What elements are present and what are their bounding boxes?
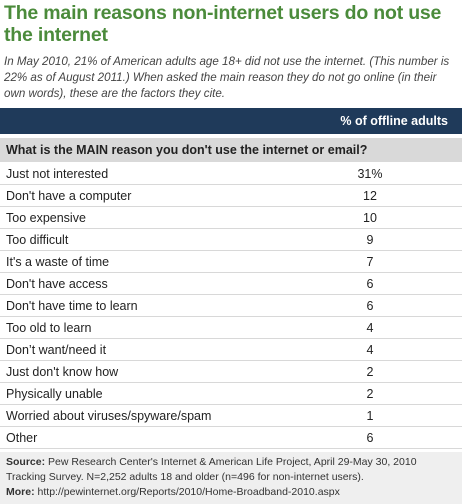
- row-label: Don't have access: [6, 277, 108, 291]
- row-value: 31%: [357, 167, 383, 181]
- more: More: http://pewinternet.org/Reports/201…: [6, 485, 456, 500]
- row-label: Physically unable: [6, 387, 103, 401]
- row-label: Other: [6, 431, 38, 445]
- question-row: What is the MAIN reason you don't use th…: [0, 138, 462, 162]
- row-value: 2: [366, 387, 374, 401]
- footer: Source: Pew Research Center's Internet &…: [0, 452, 462, 504]
- column-header: % of offline adults: [0, 108, 462, 134]
- table-row: Physically unable 2: [0, 383, 462, 405]
- table-row: Don't have a computer 12: [0, 185, 462, 207]
- table-row: It's a waste of time 7: [0, 251, 462, 273]
- row-label: Just don't know how: [6, 365, 119, 379]
- table-row: Don't have access 6: [0, 273, 462, 295]
- title: The main reasons non-internet users do n…: [4, 2, 442, 46]
- table-row: Don't have time to learn 6: [0, 295, 462, 317]
- row-value: 4: [366, 321, 374, 335]
- table-row: Worried about viruses/spyware/spam 1: [0, 405, 462, 427]
- table-row: Other 6: [0, 427, 462, 449]
- row-value: 4: [366, 343, 374, 357]
- row-value: 6: [366, 431, 374, 445]
- row-value: 6: [366, 299, 374, 313]
- table-body: Just not interested 31% Don't have a compu…: [0, 163, 462, 449]
- row-label: Too expensive: [6, 211, 86, 225]
- row-value: 1: [366, 409, 374, 423]
- more-label: More:: [6, 486, 35, 498]
- row-label: Too old to learn: [6, 321, 92, 335]
- column-header-text: % of offline adults: [340, 114, 448, 128]
- row-label: Just not interested: [6, 167, 109, 181]
- row-value: 12: [363, 189, 377, 203]
- row-label: Don't have time to learn: [6, 299, 138, 313]
- row-label: It's a waste of time: [6, 255, 110, 269]
- row-value: 2: [366, 365, 374, 379]
- question-text: What is the MAIN reason you don't use th…: [6, 143, 368, 157]
- source: Source: Pew Research Center's Internet &…: [6, 455, 456, 485]
- table-row: Too expensive 10: [0, 207, 462, 229]
- row-value: 6: [366, 277, 374, 291]
- row-label: Don't have a computer: [6, 189, 132, 203]
- table-row: Too old to learn 4: [0, 317, 462, 339]
- row-label: Don’t want/need it: [6, 343, 107, 357]
- more-link: http://pewinternet.org/Reports/2010/Home…: [37, 486, 340, 498]
- row-label: Too difficult: [6, 233, 69, 247]
- table-row: Too difficult 9: [0, 229, 462, 251]
- table-row: Just don't know how 2: [0, 361, 462, 383]
- table-row: Just not interested 31%: [0, 163, 462, 185]
- row-value: 7: [366, 255, 374, 269]
- source-text: Pew Research Center's Internet & America…: [6, 456, 417, 483]
- row-value: 9: [366, 233, 374, 247]
- row-label: Worried about viruses/spyware/spam: [6, 409, 212, 423]
- subtitle: In May 2010, 21% of American adults age …: [4, 55, 450, 100]
- table-row: Don’t want/need it 4: [0, 339, 462, 361]
- row-value: 10: [363, 211, 377, 225]
- source-label: Source:: [6, 456, 46, 468]
